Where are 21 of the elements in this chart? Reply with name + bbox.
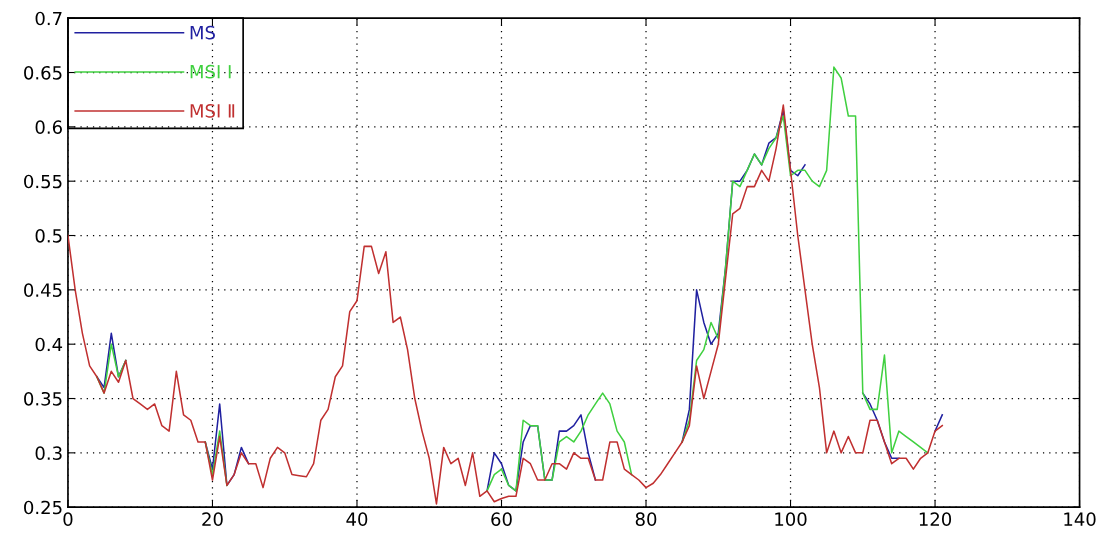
text: MSI Ⅱ bbox=[190, 104, 235, 118]
y-tick-label: 0.6 bbox=[35, 120, 62, 134]
y-tick-label: 0.5 bbox=[35, 228, 62, 243]
x-tick-label: 120 bbox=[919, 512, 952, 527]
y-tick-label: 0.7 bbox=[35, 11, 62, 26]
x-tick-label: 60 bbox=[491, 512, 512, 527]
y-tick-label: 0.65 bbox=[24, 65, 62, 80]
y-tick-label: 0.3 bbox=[35, 446, 62, 460]
x-tick-label: 40 bbox=[346, 512, 368, 527]
y-tick-label: 0.35 bbox=[24, 391, 62, 406]
y-tick-label: 0.45 bbox=[24, 283, 62, 297]
text: MS bbox=[190, 25, 215, 40]
text: MSI Ⅰ bbox=[190, 64, 231, 79]
x-tick-label: 80 bbox=[635, 512, 657, 527]
x-tick-label: 100 bbox=[775, 512, 807, 527]
y-tick-label: 0.25 bbox=[24, 500, 62, 515]
x-tick-label: 20 bbox=[202, 512, 223, 527]
y-tick-label: 0.55 bbox=[24, 174, 62, 189]
y-tick-label: 0.4 bbox=[35, 337, 63, 352]
x-tick-label: 140 bbox=[1064, 512, 1096, 527]
x-tick-label: 0 bbox=[63, 512, 73, 527]
